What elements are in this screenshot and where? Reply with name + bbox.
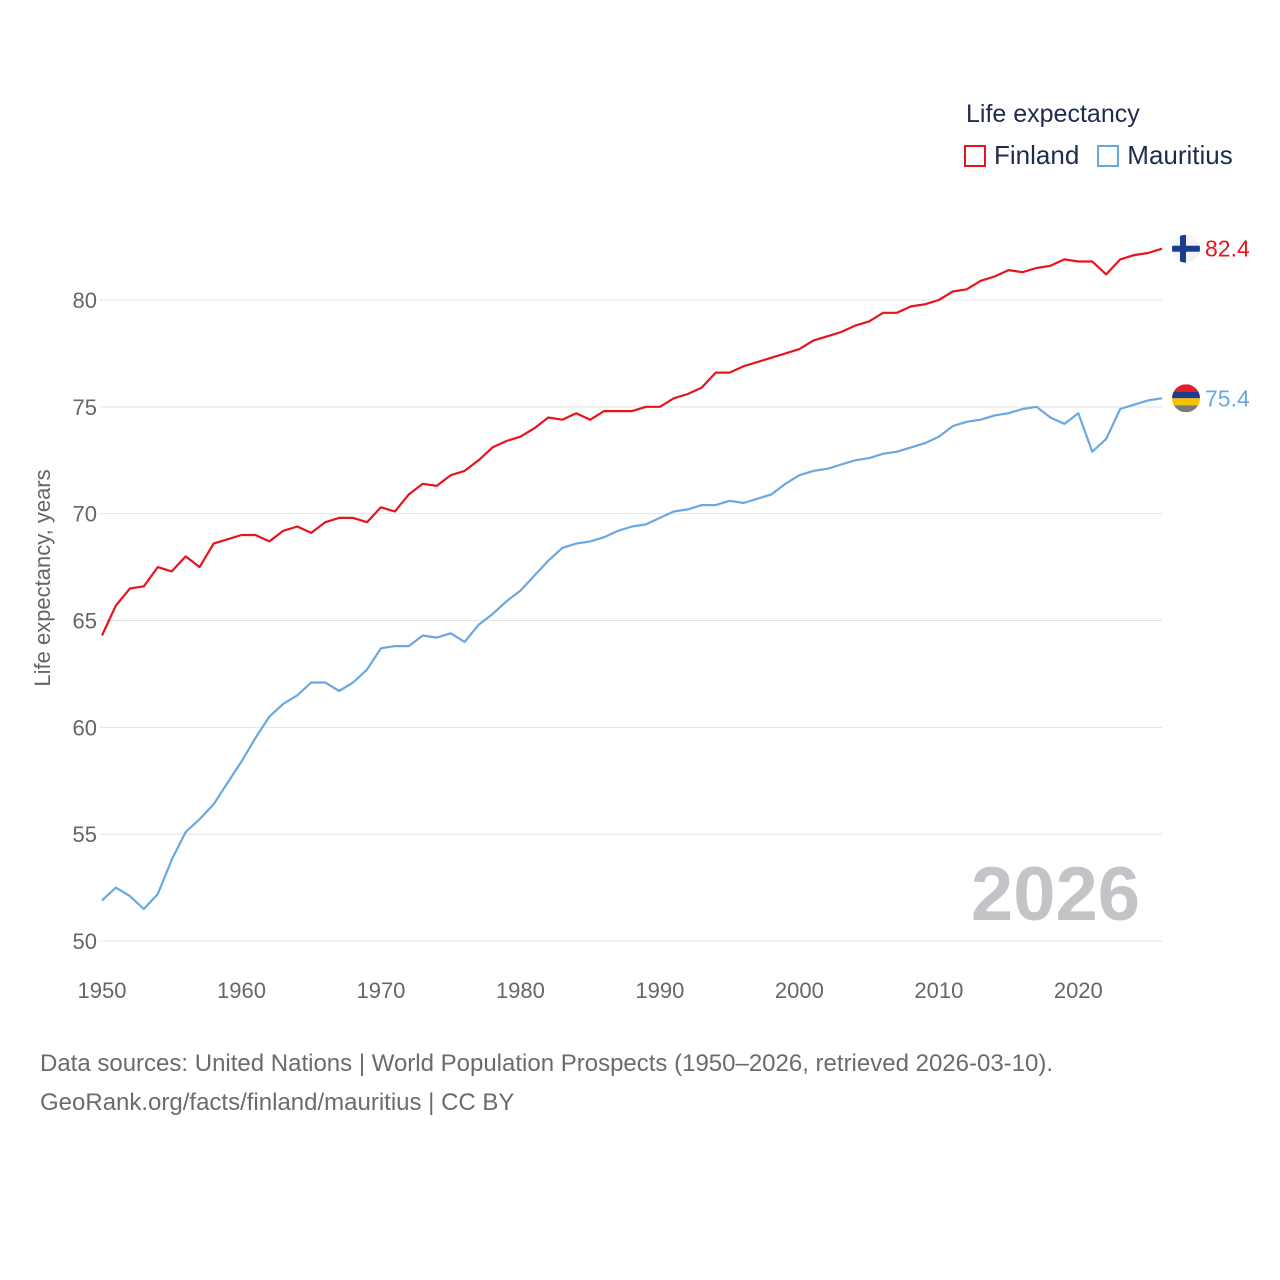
y-tick-label-75: 75 [73, 395, 97, 420]
series-line-finland[interactable] [101, 247, 1163, 636]
legend-label-mauritius: Mauritius [1127, 140, 1233, 170]
legend-swatch-mauritius [1097, 144, 1120, 167]
source-line-1: Data sources: United Nations | World Pop… [40, 1050, 1054, 1077]
x-tick-label-2020: 2020 [1054, 978, 1103, 1003]
legend-item-finland[interactable]: Finland [964, 140, 1079, 171]
legend-label-finland: Finland [994, 140, 1080, 170]
series-line-mauritius[interactable] [101, 397, 1163, 911]
legend-item-mauritius[interactable]: Mauritius [1097, 140, 1233, 171]
x-tick-label-2000: 2000 [775, 978, 824, 1003]
x-tick-label-1970: 1970 [356, 978, 405, 1003]
x-tick-label-1990: 1990 [635, 978, 684, 1003]
x-tick-label-1960: 1960 [217, 978, 266, 1003]
legend-title: Life expectancy [966, 100, 1140, 128]
legend: Finland Mauritius [964, 140, 1251, 171]
mauritius-flag-icon [1172, 384, 1200, 413]
finland-flag-icon [1172, 234, 1200, 263]
y-tick-label-60: 60 [73, 715, 97, 740]
y-tick-label-50: 50 [73, 929, 97, 954]
x-tick-label-1980: 1980 [496, 978, 545, 1003]
x-axis-ticks: 1950 1960 1970 1980 1990 2000 2010 2020 [78, 978, 1103, 1003]
legend-swatch-finland [964, 144, 986, 167]
y-tick-label-70: 70 [73, 502, 97, 527]
grid-lines [100, 299, 1162, 942]
source-note: Data sources: United Nations | World Pop… [40, 1044, 1053, 1122]
year-watermark: 2026 [971, 852, 1140, 937]
source-line-2[interactable]: GeoRank.org/facts/finland/mauritius | CC… [40, 1089, 515, 1116]
y-axis-ticks: 50 55 60 65 70 75 80 [73, 288, 97, 954]
y-axis-label: Life expectancy, years [30, 469, 55, 686]
series-lines [101, 247, 1163, 911]
end-label-finland: 82.4 [1205, 236, 1250, 262]
x-tick-label-1950: 1950 [78, 978, 127, 1003]
end-label-mauritius: 75.4 [1205, 385, 1250, 411]
y-tick-label-55: 55 [73, 822, 97, 847]
y-tick-label-80: 80 [73, 288, 97, 313]
x-tick-label-2010: 2010 [914, 978, 963, 1003]
y-tick-label-65: 65 [73, 609, 97, 634]
